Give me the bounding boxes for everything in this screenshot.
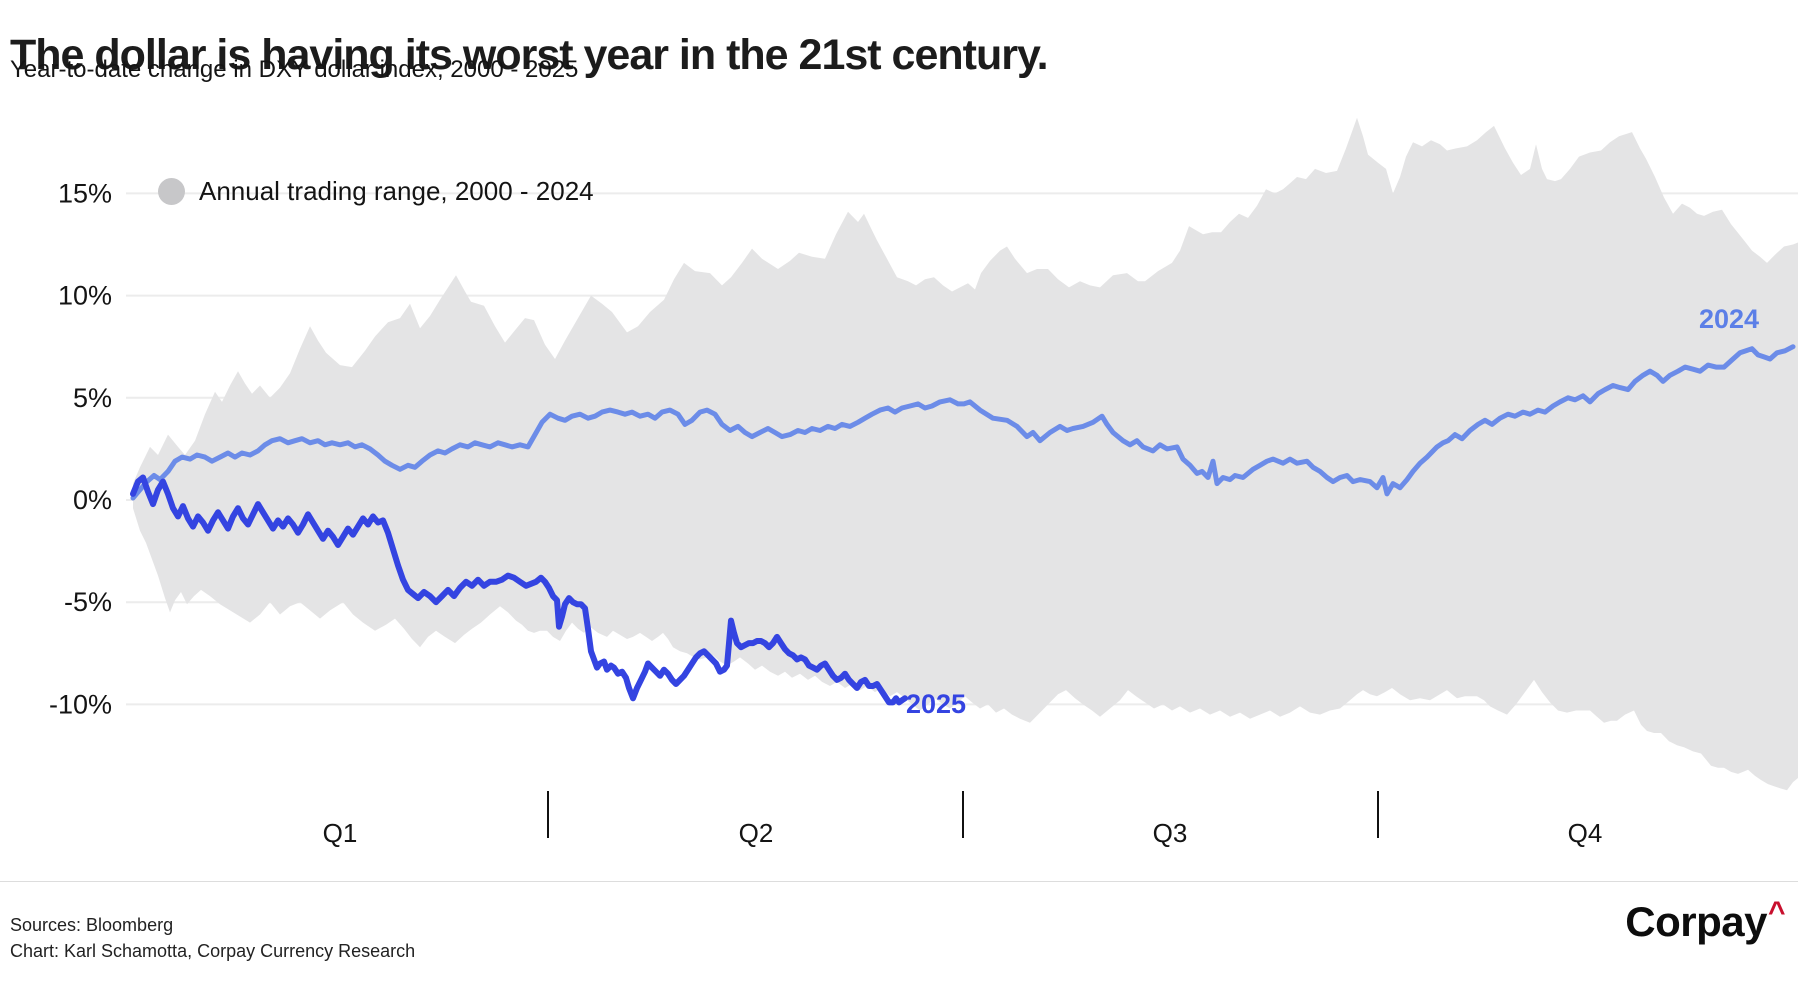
- y-axis-label-15%: 15%: [58, 178, 112, 208]
- x-axis-label-Q3: Q3: [1153, 818, 1188, 848]
- footer-credits: Sources: Bloomberg Chart: Karl Schamotta…: [10, 912, 415, 964]
- trading-range-circle-icon: [158, 178, 185, 205]
- x-axis-label-Q2: Q2: [739, 818, 774, 848]
- y-axis-label--5%: -5%: [64, 587, 112, 617]
- page-subtitle: Year-to-date change in DXY dollar index,…: [10, 56, 579, 83]
- legend: Annual trading range, 2000 - 2024: [158, 176, 594, 207]
- page-title: The dollar is having its worst year in t…: [10, 30, 1049, 79]
- line-2025: [130, 474, 908, 706]
- line-2024: [130, 344, 1796, 501]
- sources-line: Sources: Bloomberg: [10, 915, 174, 935]
- chart-credit-line: Chart: Karl Schamotta, Corpay Currency R…: [10, 941, 416, 961]
- x-axis-label-Q4: Q4: [1568, 818, 1603, 848]
- corpay-caret-icon: ^: [1767, 896, 1786, 929]
- annual-trading-range-band: [133, 117, 1798, 791]
- y-axis-label--10%: -10%: [49, 689, 112, 719]
- series-label-2025: 2025: [906, 689, 966, 719]
- legend-label: Annual trading range, 2000 - 2024: [199, 176, 594, 206]
- y-axis-label-10%: 10%: [58, 281, 112, 311]
- dxy-ytd-chart: 15% 10% 5% 0% -5% -10% Q1 Q2 Q3 Q4 2024 2025: [49, 117, 1798, 848]
- footer-divider: [0, 881, 1798, 882]
- corpay-logo: Corpay^: [1625, 896, 1786, 946]
- corpay-wordmark: Corpay: [1625, 898, 1767, 945]
- series-label-2024: 2024: [1699, 304, 1759, 334]
- y-axis-label-5%: 5%: [73, 383, 112, 413]
- x-axis-label-Q1: Q1: [323, 818, 358, 848]
- y-axis-label-0%: 0%: [73, 485, 112, 515]
